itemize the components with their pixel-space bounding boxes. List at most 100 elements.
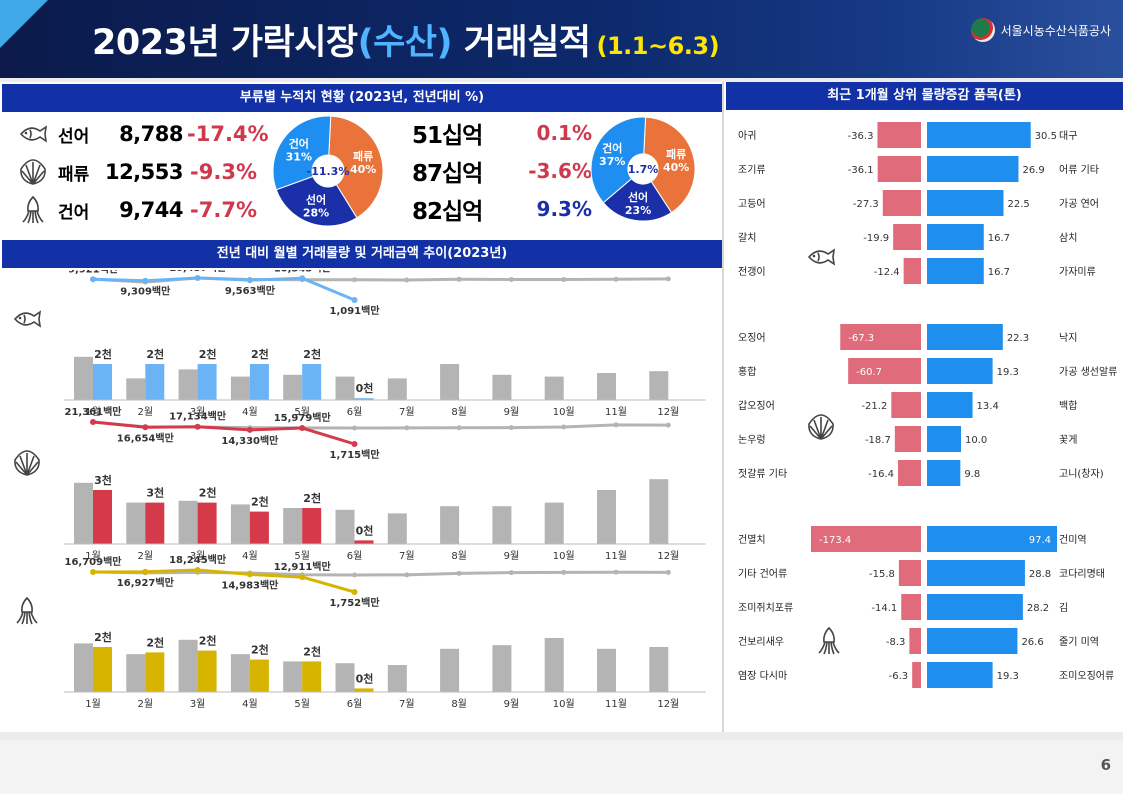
increase-item-name: 가자미류 [1059, 266, 1096, 278]
increase-bar [927, 358, 993, 384]
cumulative-volume: 8,788 [119, 122, 183, 146]
pie-slice-value: 37% [599, 155, 625, 168]
bar-prev-year [597, 490, 616, 544]
pie-slice-value: 40% [663, 161, 689, 174]
decrease-value: -8.3 [886, 637, 906, 648]
decrease-value: -60.7 [856, 367, 882, 378]
amount-label: 16,654백만 [117, 431, 175, 444]
amount-label: 9,563백만 [225, 284, 276, 297]
category-name: 건어 [58, 202, 90, 223]
amount-change-pct: -3.6% [528, 159, 592, 183]
org-name: 서울시농수산식품공사 [1000, 23, 1111, 38]
decrease-value: -16.4 [868, 469, 894, 480]
increase-item-name: 김 [1059, 602, 1068, 614]
rank-group: -36.3 아귀 -36.1 조기류 -27.3 고등어 -19.9 갈치 -12.4 전갱이 30… [738, 122, 1099, 284]
month-tick-label: 5월 [294, 698, 310, 710]
decrease-value: -67.3 [848, 333, 874, 344]
bar-prev-year [230, 654, 250, 692]
amount-label: 14,330백만 [221, 434, 279, 447]
increase-item-name: 꽃게 [1059, 434, 1077, 446]
current-year-point [351, 589, 358, 595]
squid-icon [16, 596, 38, 625]
increase-value: 26.6 [1021, 637, 1043, 648]
prev-year-point [352, 277, 357, 283]
prev-year-point [456, 276, 462, 282]
increase-bar [927, 224, 984, 250]
prev-year-line [92, 570, 669, 577]
decrease-bar [901, 594, 921, 620]
month-tick-label: 4월 [242, 406, 258, 418]
bar-prev-year [492, 506, 512, 544]
volume-change-pct: -9.3% [190, 160, 257, 184]
bar-current-year [197, 364, 217, 400]
prev-year-point [613, 422, 619, 428]
bar-current-year [93, 490, 112, 544]
bar-prev-year [283, 374, 303, 400]
decrease-bar [894, 426, 921, 452]
current-year-point [90, 276, 96, 283]
bar-label: 2천 [303, 491, 321, 505]
current-year-point [299, 275, 306, 282]
amount-label: 16,927백만 [117, 576, 175, 589]
month-tick-label: 1월 [85, 550, 101, 562]
current-year-line [92, 276, 356, 302]
increase-bar [927, 594, 1023, 620]
bar-current-year [145, 502, 165, 544]
increase-value: 26.9 [1022, 165, 1044, 176]
increase-value: 28.2 [1027, 603, 1049, 614]
decrease-value: -36.3 [848, 131, 874, 142]
prev-year-point [456, 425, 462, 431]
header: 2023년 가락시장(수산) 거래실적 (1.1~6.3) 서울시농수산식품공사 [0, 0, 1123, 78]
bar-prev-year [126, 378, 146, 400]
pie-center-label: 1.7% [628, 163, 659, 176]
monthly-panel: 2천 1월 2천 2월 2천 3월 2천 4월 2천 5월 0천 6월 7월 8월 9월 10월 11월 12월 9… [13, 270, 706, 418]
rank-group: -173.4 건멸치 -15.8 기타 건어류 -14.1 조미쥐치포류 -8.3 건보리새우… [738, 526, 1114, 688]
increase-value: 97.4 [1029, 535, 1051, 546]
amount-row: 82십억 9.3% [412, 190, 592, 228]
month-tick-label: 3월 [190, 698, 206, 710]
decrease-item-name: 갈치 [738, 231, 756, 244]
bar-label: 2천 [146, 635, 164, 649]
increase-value: 22.3 [1007, 333, 1029, 344]
decrease-item-name: 염장 다시마 [738, 670, 787, 682]
pie-hole [311, 154, 345, 188]
month-tick-label: 12월 [657, 550, 679, 562]
decrease-bar [903, 258, 921, 284]
decrease-item-name: 건멸치 [738, 534, 766, 546]
increase-value: 30.5 [1035, 131, 1057, 142]
increase-item-name: 가공 생선알류 [1059, 366, 1117, 378]
bar-prev-year [492, 374, 512, 400]
current-year-point [246, 426, 253, 433]
decrease-item-name: 기타 건어류 [738, 568, 787, 580]
bar-prev-year [649, 647, 669, 692]
bar-prev-year [387, 665, 407, 692]
bar-current-year [197, 502, 217, 544]
decrease-value: -18.7 [865, 435, 891, 446]
decrease-bar [811, 526, 921, 552]
month-tick-label: 9월 [504, 550, 520, 562]
bar-prev-year [440, 364, 460, 400]
increase-item-name: 고니(창자) [1059, 468, 1104, 480]
amount-row: 51십억 0.1% [412, 114, 592, 152]
bar-label: 2천 [199, 634, 217, 648]
bar-current-year [249, 511, 269, 544]
bar-prev-year [283, 661, 303, 692]
bar-prev-year [649, 371, 669, 400]
amount-change-pct: 9.3% [536, 197, 592, 221]
month-tick-label: 2월 [138, 406, 154, 418]
amount-label: 9,921백만 [68, 270, 119, 275]
decrease-value: -14.1 [871, 603, 897, 614]
increase-value: 10.0 [965, 435, 987, 446]
cumulative-amount: 51십억 [412, 123, 483, 149]
bar-prev-year [440, 506, 460, 544]
increase-value: 9.8 [964, 469, 980, 480]
month-tick-label: 7월 [399, 550, 415, 562]
current-year-line [92, 420, 355, 446]
bar-prev-year [230, 376, 250, 400]
bar-prev-year [74, 643, 93, 692]
month-tick-label: 4월 [242, 698, 258, 710]
bar-current-year [302, 508, 322, 544]
prev-year-point [404, 277, 410, 283]
rank-title: 최근 1개월 상위 물량증감 품목(톤) [726, 82, 1123, 110]
